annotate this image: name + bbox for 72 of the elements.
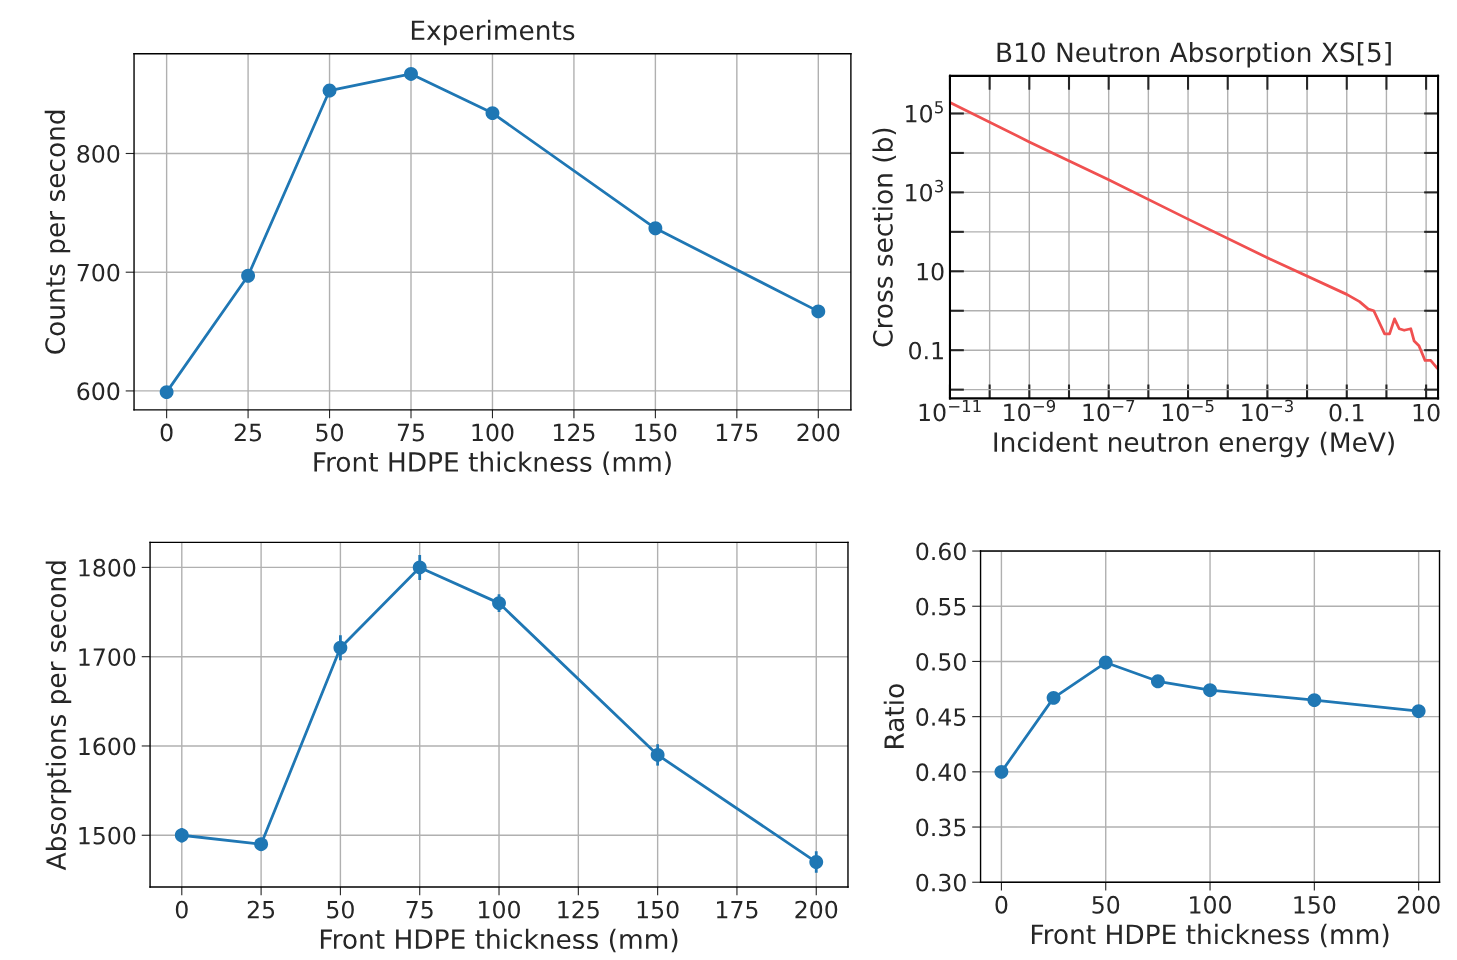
y-tick-label: 600: [77, 382, 120, 401]
x-tick-label: 125: [553, 423, 595, 442]
x-tick-label: 100: [472, 423, 514, 442]
x-tick-label: 50: [1092, 895, 1120, 914]
x-tick-label: 10$^{−5}$: [1162, 399, 1214, 422]
x-tick-label: 25: [234, 423, 262, 442]
x-tick-label: 0: [175, 900, 188, 919]
x-tick-label: 200: [797, 423, 840, 442]
point: [1203, 683, 1217, 698]
y-tick-label: 1500: [79, 826, 136, 845]
x-tick-label: 175: [717, 900, 758, 919]
x-tick-label: 75: [406, 900, 433, 919]
x-tick-label: 100: [479, 900, 520, 919]
y-tick-label: 0.45: [916, 708, 966, 726]
x-axis-title: Front HDPE thickness (mm): [320, 928, 678, 953]
chart-title: B10 Neutron Absorption XS[5]: [997, 41, 1391, 68]
x-tick-label: 10$^{−11}$: [919, 399, 981, 422]
y-tick-label: 10$^{3}$: [906, 179, 944, 202]
y-tick-label: 10$^{5}$: [906, 101, 943, 123]
point: [322, 83, 337, 98]
x-tick-label: 0: [160, 423, 173, 442]
x-axis-title: Incident neutron energy (MeV): [994, 431, 1394, 458]
y-axis-title: Absorptions per second: [45, 561, 72, 871]
point: [1307, 693, 1322, 708]
y-tick-label: 0.60: [916, 542, 966, 561]
y-axis-title: Cross section (b): [872, 128, 896, 347]
y-tick-label: 1600: [79, 737, 136, 756]
y-tick-label: 0.35: [916, 818, 966, 837]
x-tick-label: 100: [1190, 895, 1231, 914]
y-tick-label: 0.50: [916, 652, 966, 671]
x-tick-label: 200: [795, 900, 838, 919]
point: [1411, 704, 1426, 719]
x-tick-label: 0.1: [1329, 403, 1364, 422]
x-tick-label: 50: [327, 900, 354, 919]
y-tick-label: 0.55: [916, 597, 966, 616]
point: [1046, 690, 1061, 705]
x-tick-label: 10$^{−3}$: [1242, 399, 1293, 422]
y-tick-label: 1700: [79, 648, 136, 666]
x-tick-label: 175: [716, 423, 758, 442]
point: [1150, 674, 1165, 689]
x-tick-label: 150: [1294, 895, 1336, 914]
y-tick-label: 700: [77, 263, 120, 282]
y-tick-label: 1800: [79, 558, 136, 577]
x-tick-label: 10: [1413, 403, 1440, 422]
x-axis-title: Front HDPE thickness (mm): [314, 451, 671, 476]
y-tick-label: 0.40: [916, 763, 966, 782]
y-axis-title: Counts per second: [44, 110, 71, 354]
y-tick-label: 0.1: [909, 341, 943, 360]
x-tick-label: 25: [247, 900, 275, 919]
x-tick-label: 0: [995, 895, 1008, 914]
x-tick-label: 150: [635, 423, 677, 442]
point: [404, 67, 418, 81]
point: [159, 385, 174, 400]
point: [648, 221, 663, 236]
x-tick-label: 10$^{−7}$: [1083, 399, 1135, 422]
point: [994, 764, 1009, 779]
point: [1098, 655, 1113, 670]
x-tick-label: 125: [558, 900, 599, 919]
y-tick-label: 0.30: [916, 873, 966, 892]
x-axis-title: Front HDPE thickness (mm): [1031, 923, 1389, 948]
point: [485, 106, 500, 121]
x-tick-label: 150: [637, 900, 679, 919]
point: [241, 268, 256, 283]
x-tick-label: 200: [1397, 895, 1440, 914]
chart-title: Experiments: [411, 19, 575, 46]
x-tick-label: 75: [397, 423, 424, 442]
y-tick-label: 800: [77, 144, 120, 163]
x-tick-label: 10$^{−9}$: [1004, 399, 1056, 422]
x-tick-label: 50: [316, 423, 343, 442]
y-tick-label: 10: [917, 262, 944, 281]
y-axis-title: Ratio: [883, 684, 905, 748]
point: [811, 304, 826, 319]
